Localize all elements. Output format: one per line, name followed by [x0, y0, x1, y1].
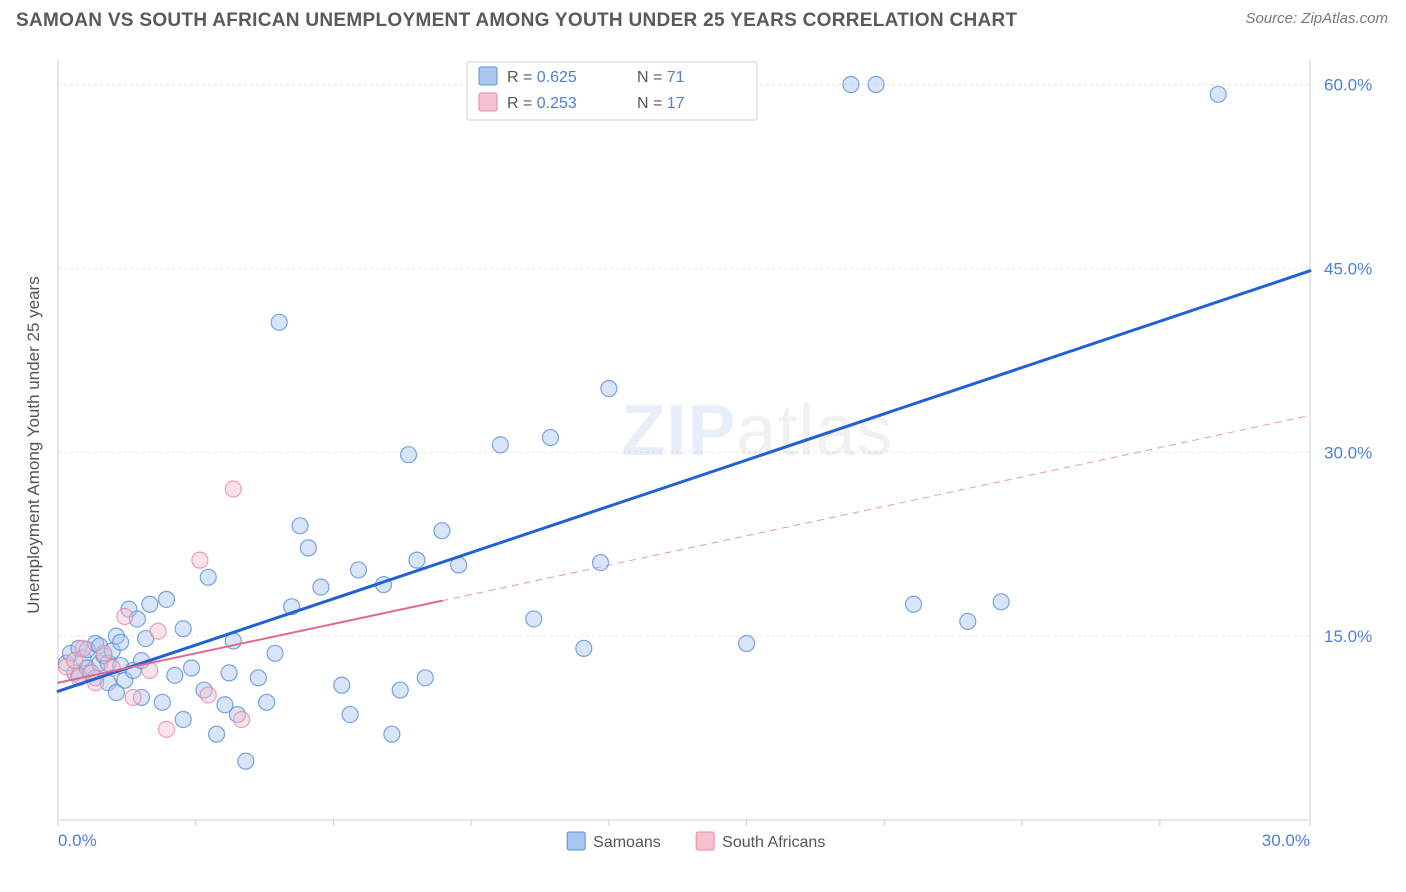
svg-text:15.0%: 15.0%	[1324, 627, 1372, 646]
svg-text:30.0%: 30.0%	[1324, 443, 1372, 462]
chart-area: Unemployment Among Youth under 25 years …	[50, 50, 1390, 840]
svg-text:R = 0.625: R = 0.625	[507, 69, 577, 86]
svg-text:45.0%: 45.0%	[1324, 259, 1372, 278]
scatter-chart: ZIPatlas 15.0% 30.0% 45.0% 60.0% 0.0% 30.0% R =…	[50, 50, 1390, 870]
svg-text:ZIPatlas: ZIPatlas	[621, 391, 893, 471]
svg-text:60.0%: 60.0%	[1324, 76, 1372, 95]
svg-text:R = 0.253: R = 0.253	[507, 95, 577, 112]
source-label: Source: ZipAtlas.com	[1245, 10, 1388, 27]
y-axis-label: Unemployment Among Youth under 25 years	[24, 276, 44, 613]
svg-text:South Africans: South Africans	[722, 834, 825, 851]
svg-text:30.0%: 30.0%	[1262, 831, 1310, 850]
chart-title: SAMOAN VS SOUTH AFRICAN UNEMPLOYMENT AMO…	[16, 10, 1017, 32]
svg-text:Samoans: Samoans	[593, 834, 661, 851]
svg-text:N = 17: N = 17	[637, 95, 685, 112]
svg-text:N = 71: N = 71	[637, 69, 685, 86]
svg-text:0.0%: 0.0%	[58, 831, 97, 850]
